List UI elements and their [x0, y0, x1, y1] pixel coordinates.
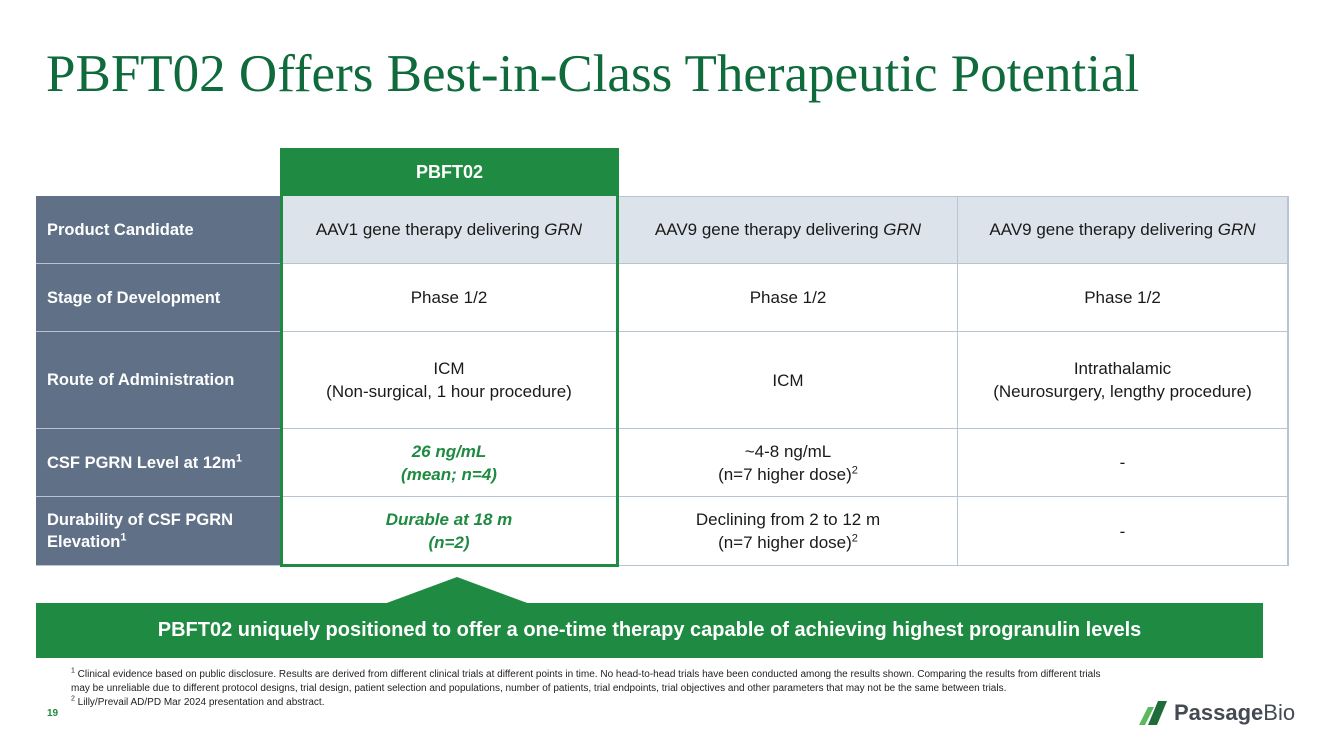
table-cell: ICM (Non-surgical, 1 hour procedure)	[280, 332, 619, 429]
slide-title: PBFT02 Offers Best-in-Class Therapeutic …	[46, 45, 1140, 103]
footnote-2: 2 Lilly/Prevail AD/PD Mar 2024 presentat…	[71, 695, 325, 708]
table-cell: Phase 1/2	[280, 264, 619, 332]
table-cell: 26 ng/mL (mean; n=4)	[280, 429, 619, 497]
callout-pointer	[384, 577, 530, 604]
table-cell: Phase 1/2	[958, 264, 1288, 332]
passage-bio-logo: PassageBio	[1139, 697, 1295, 729]
row-label-stage-of-development: Stage of Development	[36, 264, 280, 332]
row-label-product-candidate: Product Candidate	[36, 196, 280, 264]
pbft02-column-header: PBFT02	[280, 148, 619, 196]
table-cell: ICM	[619, 332, 958, 429]
table-right-border	[1288, 196, 1289, 566]
table-cell: ~4-8 ng/mL (n=7 higher dose)2	[619, 429, 958, 497]
footnotes: 1 Clinical evidence based on public disc…	[71, 668, 1121, 710]
table-cell: Phase 1/2	[619, 264, 958, 332]
table-cell: AAV1 gene therapy delivering GRN	[280, 196, 619, 264]
page-number: 19	[47, 708, 59, 719]
table-cell: Intrathalamic (Neurosurgery, lengthy pro…	[958, 332, 1288, 429]
table-cell: AAV9 gene therapy delivering GRN	[619, 196, 958, 264]
row-label-durability: Durability of CSF PGRN Elevation1	[36, 497, 280, 566]
row-label-route-of-administration: Route of Administration	[36, 332, 280, 429]
table-cell: -	[958, 497, 1288, 566]
comparison-table: Product Candidate AAV1 gene therapy deli…	[36, 196, 1288, 566]
callout-banner: PBFT02 uniquely positioned to offer a on…	[36, 603, 1263, 658]
table-cell: Declining from 2 to 12 m (n=7 higher dos…	[619, 497, 958, 566]
table-cell: Durable at 18 m (n=2)	[280, 497, 619, 566]
passage-bio-mark-icon	[1139, 701, 1167, 725]
table-top-border	[619, 196, 1288, 197]
table-cell: -	[958, 429, 1288, 497]
row-label-csf-pgrn-level: CSF PGRN Level at 12m1	[36, 429, 280, 497]
footnote-1: 1 Clinical evidence based on public disc…	[71, 667, 1101, 694]
table-cell: AAV9 gene therapy delivering GRN	[958, 196, 1288, 264]
